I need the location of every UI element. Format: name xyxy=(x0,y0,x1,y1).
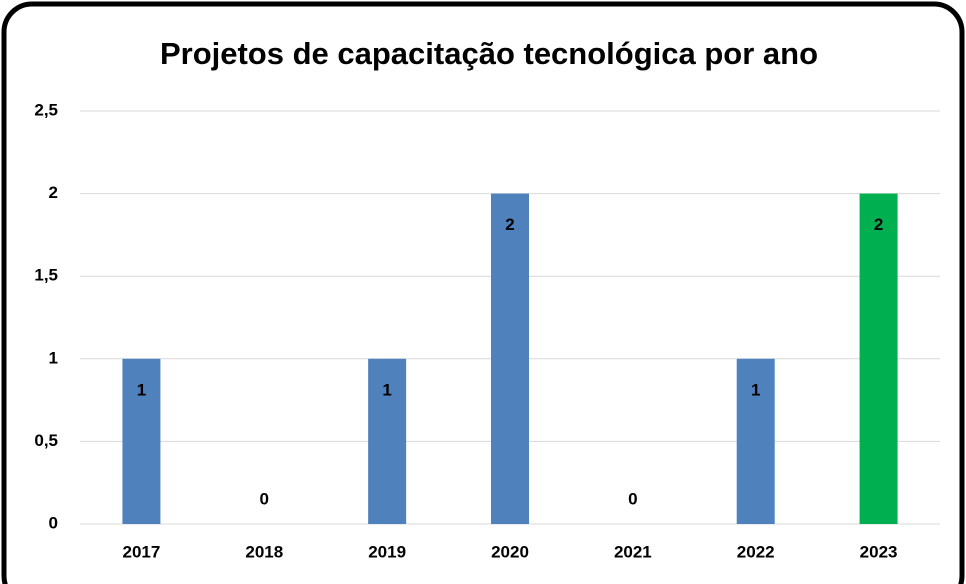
data-label: 0 xyxy=(260,489,269,508)
y-tick-label: 1 xyxy=(49,348,58,367)
bar xyxy=(736,358,775,524)
bar xyxy=(368,358,407,524)
x-tick-label: 2022 xyxy=(737,542,775,561)
x-tick-label: 2018 xyxy=(245,542,283,561)
x-tick-label: 2021 xyxy=(614,542,652,561)
data-label: 0 xyxy=(628,489,637,508)
y-tick-label: 0,5 xyxy=(34,431,58,450)
y-tick-label: 1,5 xyxy=(34,266,58,285)
bar xyxy=(859,193,898,524)
y-tick-label: 0 xyxy=(49,513,58,532)
bar xyxy=(491,193,529,524)
chart-title: Projetos de capacitação tecnológica por … xyxy=(160,36,818,71)
x-tick-label: 2019 xyxy=(368,542,406,561)
x-tick-label: 2023 xyxy=(860,542,898,561)
data-label: 2 xyxy=(874,215,883,234)
data-label: 1 xyxy=(382,380,391,399)
data-label: 1 xyxy=(137,380,146,399)
x-tick-label: 2017 xyxy=(123,542,161,561)
bar xyxy=(122,358,161,524)
data-label: 1 xyxy=(751,380,760,399)
x-tick-label: 2020 xyxy=(491,542,529,561)
data-label: 2 xyxy=(505,215,514,234)
y-tick-label: 2,5 xyxy=(34,100,58,119)
y-tick-label: 2 xyxy=(49,183,58,202)
